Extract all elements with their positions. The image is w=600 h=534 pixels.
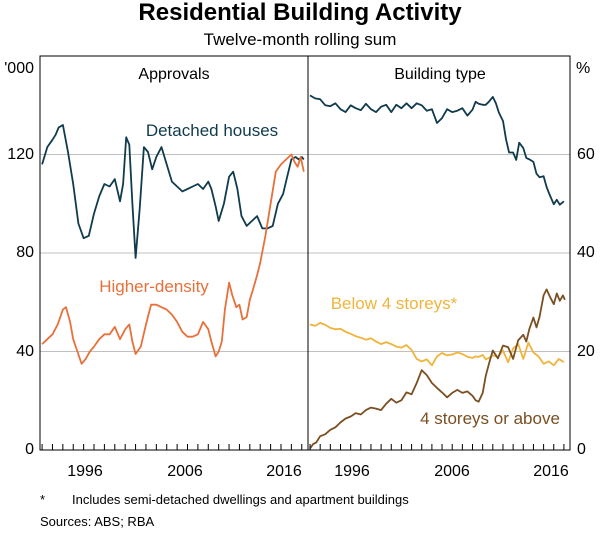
xtick-label: 1996 [334, 463, 370, 480]
below4-series-label: Below 4 storeys* [331, 294, 458, 313]
left-ytick-label: 40 [16, 343, 34, 360]
xtick-label: 2006 [434, 463, 470, 480]
below4-right-series-line [309, 321, 565, 367]
footnote-marker: * [40, 492, 46, 507]
right-ytick-label: 60 [577, 146, 595, 163]
left-ytick-label: 0 [25, 441, 34, 458]
series-lines [41, 94, 566, 450]
xtick-label: 2016 [266, 463, 302, 480]
chart-subtitle: Twelve-month rolling sum [203, 30, 397, 49]
above4-series-label: 4 storeys or above [420, 409, 560, 428]
xtick-label: 1996 [67, 463, 103, 480]
above4-right-series-line [309, 288, 566, 450]
detached-series-label: Detached houses [146, 121, 278, 140]
left-unit-label: '000 [4, 60, 34, 77]
higher-density-left-series-line [41, 153, 305, 365]
xtick-label: 2016 [533, 463, 569, 480]
footnote: * Includes semi-detached dwellings and ap… [40, 492, 409, 508]
higher-density-series-label: Higher-density [99, 277, 209, 296]
sources-note: Sources: ABS; RBA [40, 514, 155, 529]
gridlines [40, 154, 570, 352]
plot-frame [39, 55, 571, 451]
xtick-label: 2006 [167, 463, 203, 480]
footnote-text: Includes semi-detached dwellings and apa… [72, 492, 409, 507]
chart-title: Residential Building Activity [138, 0, 462, 26]
left-ytick-label: 120 [7, 146, 34, 163]
right-ytick-label: 40 [577, 244, 595, 261]
right-unit-label: % [576, 60, 590, 77]
left-panel-title: Approvals [138, 66, 209, 83]
right-ytick-label: 20 [577, 343, 595, 360]
detached-right-series-line [309, 94, 565, 206]
right-panel-title: Building type [394, 66, 486, 83]
axis-ticks [41, 444, 565, 450]
detached-left-series-line [41, 124, 305, 259]
right-ytick-label: 0 [577, 441, 586, 458]
left-ytick-label: 80 [16, 244, 34, 261]
